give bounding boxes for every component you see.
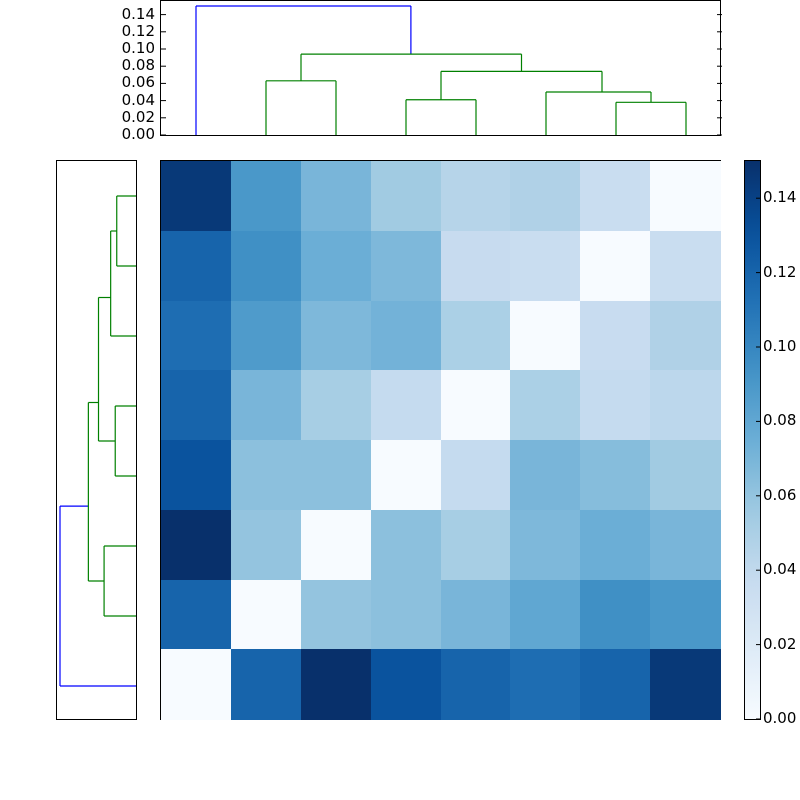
heatmap-cell: [580, 370, 651, 441]
top-dendrogram-ytick-label: 0.06: [121, 73, 155, 92]
colorbar-ticks: [756, 197, 760, 719]
top-dendrogram-ytick-label: 0.00: [121, 125, 155, 143]
heatmap-cell: [230, 230, 302, 301]
heatmap-panel: [160, 160, 721, 720]
heatmap-grid: [161, 161, 721, 720]
heatmap-cell: [161, 440, 232, 511]
heatmap-cell: [580, 649, 651, 720]
heatmap-cell: [650, 300, 721, 371]
colorbar-tick-label: 0.12: [763, 262, 797, 281]
heatmap-cell: [440, 579, 511, 650]
heatmap-cell: [161, 649, 232, 720]
heatmap-cell: [580, 440, 651, 511]
heatmap-cell: [300, 370, 372, 441]
heatmap-cell: [230, 370, 302, 441]
heatmap-cell: [510, 440, 581, 511]
heatmap-cell: [230, 579, 302, 650]
heatmap-cell: [440, 509, 511, 580]
heatmap-cell: [510, 579, 581, 650]
heatmap-cell: [440, 161, 511, 232]
heatmap-cell: [161, 230, 232, 301]
heatmap-cell: [440, 370, 511, 441]
heatmap-cell: [510, 649, 581, 720]
heatmap-cell: [370, 649, 441, 720]
heatmap-cell: [370, 579, 441, 650]
colorbar-gradient: [745, 161, 760, 719]
heatmap-cell: [370, 509, 441, 580]
heatmap-cell: [300, 579, 372, 650]
heatmap-cell: [580, 230, 651, 301]
heatmap-cell: [300, 649, 372, 720]
heatmap-cell: [650, 579, 721, 650]
top-dendrogram-plot: [161, 5, 722, 136]
heatmap-cell: [650, 161, 721, 232]
heatmap-cell: [650, 649, 721, 720]
colorbar-tick-label: 0.06: [763, 485, 797, 504]
heatmap-cell: [161, 509, 232, 580]
heatmap-cell: [650, 509, 721, 580]
heatmap-cell: [440, 440, 511, 511]
left-dendrogram-panel: [56, 160, 137, 720]
colorbar-tick-label: 0.10: [763, 337, 797, 355]
heatmap-cell: [300, 509, 372, 580]
heatmap-cell: [300, 300, 372, 371]
heatmap-cell: [510, 161, 581, 232]
heatmap-cell: [370, 370, 441, 441]
heatmap-cell: [300, 440, 372, 511]
heatmap-cell: [580, 579, 651, 650]
heatmap-cell: [650, 440, 721, 511]
heatmap-cell: [370, 440, 441, 511]
heatmap-cell: [370, 230, 441, 301]
heatmap-cell: [440, 300, 511, 371]
heatmap-cell: [161, 370, 232, 441]
heatmap-cell: [370, 161, 441, 232]
heatmap-cell: [230, 300, 302, 371]
heatmap-cell: [580, 509, 651, 580]
heatmap-cell: [230, 440, 302, 511]
heatmap-cell: [650, 230, 721, 301]
colorbar-tick-label: 0.04: [763, 560, 797, 579]
heatmap-cell: [230, 161, 302, 232]
heatmap-cell: [370, 300, 441, 371]
heatmap-cell: [580, 300, 651, 371]
top-dendrogram-panel: [160, 0, 722, 136]
heatmap-cell: [300, 161, 372, 232]
heatmap-cell: [580, 161, 651, 232]
heatmap-cell: [650, 370, 721, 441]
heatmap-cell: [510, 370, 581, 441]
heatmap-cell: [230, 509, 302, 580]
heatmap-cell: [510, 300, 581, 371]
heatmap-cell: [510, 230, 581, 301]
top-dendrogram-ytick-label: 0.10: [121, 39, 155, 57]
heatmap-cell: [440, 649, 511, 720]
heatmap-cell: [510, 509, 581, 580]
top-dendrogram-ytick-label: 0.04: [121, 90, 155, 109]
top-dendrogram-ytick-label: 0.02: [121, 107, 155, 126]
top-dendrogram-ytick-label: 0.12: [121, 21, 155, 40]
left-dendrogram-plot: [59, 195, 136, 687]
heatmap-cell: [440, 230, 511, 301]
heatmap-cell: [300, 230, 372, 301]
colorbar: [744, 160, 761, 720]
colorbar-tick-label: 0.00: [763, 709, 797, 727]
top-dendrogram-ytick-label: 0.08: [121, 56, 155, 75]
heatmap-cell: [230, 649, 302, 720]
heatmap-cell: [161, 579, 232, 650]
colorbar-tick-label: 0.14: [763, 188, 797, 207]
heatmap-cell: [161, 161, 232, 232]
heatmap-cell: [161, 300, 232, 371]
colorbar-tick-label: 0.02: [763, 634, 797, 653]
colorbar-tick-label: 0.08: [763, 411, 797, 430]
top-dendrogram-ytick-label: 0.14: [121, 4, 155, 23]
